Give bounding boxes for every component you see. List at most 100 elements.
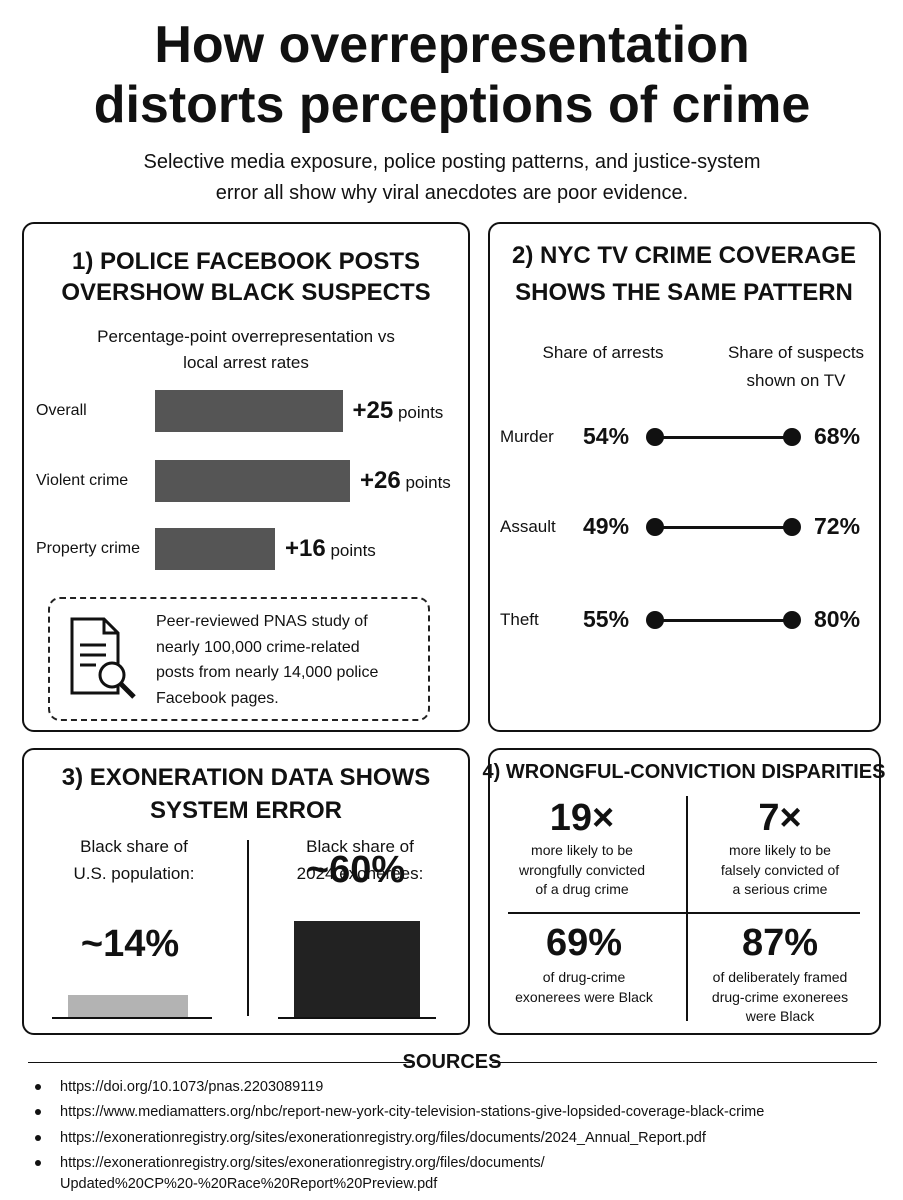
panel-subtitle: local arrest rates: [183, 352, 309, 372]
value-unit: points: [325, 541, 376, 560]
figure-caption: exonerees were Black: [515, 988, 653, 1005]
panel-title: SYSTEM ERROR: [149, 797, 343, 824]
divider: [686, 796, 688, 1021]
document-icon: [70, 617, 136, 699]
figure: 87%: [741, 922, 819, 964]
figure: 69%: [545, 922, 623, 964]
source-link: https://www.mediamatters.org/nbc/report-…: [60, 1103, 765, 1120]
source-link: https://doi.org/10.1073/pnas.2203089119: [60, 1078, 324, 1095]
value-number: +16: [285, 535, 326, 562]
title: How overrepresentation: [154, 16, 750, 74]
value-label: ~14%: [80, 922, 180, 965]
value-label: 72%: [814, 513, 861, 539]
category-label: Murder: [500, 427, 554, 446]
category-label: Overall: [36, 402, 87, 419]
bar: [68, 994, 188, 1017]
note-frame: [48, 597, 430, 721]
bullet: [35, 1160, 41, 1166]
column-header: Share of suspects: [727, 342, 865, 362]
dot: [783, 518, 801, 536]
value-label: 49%: [583, 513, 630, 539]
value-number: +25: [352, 397, 394, 424]
bar: [294, 921, 420, 1017]
divider: [508, 912, 860, 914]
source-link: Updated%20CP%20-%20Race%20Report%20Previ…: [60, 1175, 438, 1192]
bullet: [35, 1109, 41, 1115]
figure-caption: were Black: [745, 1008, 815, 1024]
value-label: +25 points: [353, 399, 444, 423]
item-label: 2024 exonerees:: [296, 863, 424, 883]
panel-frame: [488, 748, 881, 1035]
column-header: Share of arrests: [542, 342, 664, 362]
panel-title: 2) NYC TV CRIME COVERAGE: [511, 242, 857, 269]
bar: [155, 460, 350, 502]
category-label: Violent crime: [36, 472, 129, 489]
value-label: 68%: [814, 423, 861, 449]
item-label: Black share of: [306, 836, 414, 856]
dot: [783, 428, 801, 446]
note-text: nearly 100,000 crime-related: [156, 638, 360, 656]
figure-caption: of a drug crime: [535, 881, 629, 897]
panel-subtitle: Percentage-point overrepresentation vs: [97, 326, 395, 346]
dot: [646, 428, 664, 446]
baseline: [52, 1017, 212, 1019]
divider: [492, 1062, 877, 1063]
value-label: 80%: [814, 606, 861, 632]
panel-title: OVERSHOW BLACK SUSPECTS: [61, 279, 431, 306]
sources-title: SOURCES: [402, 1051, 502, 1073]
category-label: Theft: [500, 610, 539, 629]
note-text: Peer-reviewed PNAS study of: [156, 613, 368, 630]
value-label: +16 points: [285, 537, 376, 561]
figure-caption: more likely to be: [531, 842, 633, 858]
panel-title: 3) EXONERATION DATA SHOWS: [61, 764, 431, 791]
figure-caption: a serious crime: [732, 881, 828, 897]
bar: [155, 390, 343, 432]
subtitle: error all show why viral anecdotes are p…: [215, 182, 689, 204]
value-label: 55%: [583, 606, 630, 632]
item-label: U.S. population:: [73, 863, 195, 883]
value-label: +26 points: [360, 469, 451, 493]
value-unit: points: [393, 403, 444, 422]
dot: [783, 611, 801, 629]
dot: [646, 611, 664, 629]
bullet: [35, 1135, 41, 1141]
connector: [655, 435, 792, 439]
panel-title: 1) POLICE FACEBOOK POSTS: [71, 248, 421, 275]
connector: [655, 525, 792, 529]
figure-caption: more likely to be: [729, 842, 831, 858]
column-header: shown on TV: [746, 370, 846, 390]
divider: [247, 840, 249, 1016]
bar: [155, 528, 275, 570]
value-label: ~60%: [306, 849, 406, 891]
title: distorts perceptions of crime: [93, 76, 811, 134]
dot: [646, 518, 664, 536]
panel-frame: [22, 748, 470, 1035]
subtitle: Selective media exposure, police posting…: [143, 151, 761, 173]
connector: [655, 618, 792, 622]
figure-caption: of drug-crime: [542, 969, 626, 985]
category-label: Property crime: [36, 540, 141, 557]
baseline: [278, 1017, 436, 1019]
value-number: +26: [360, 467, 401, 494]
figure-caption: wrongfully convicted: [518, 861, 646, 878]
note-text: Facebook pages.: [156, 689, 279, 707]
divider: [28, 1062, 413, 1063]
figure: 19×: [549, 797, 615, 839]
category-label: Assault: [500, 517, 556, 536]
figure: 7×: [758, 797, 802, 839]
panel-title: SHOWS THE SAME PATTERN: [515, 279, 853, 306]
source-link: https://exonerationregistry.org/sites/ex…: [60, 1154, 545, 1171]
source-link: https://exonerationregistry.org/sites/ex…: [60, 1129, 706, 1146]
panel-title: 4) WRONGFUL-CONVICTION DISPARITIES: [482, 761, 886, 783]
panel-frame: [22, 222, 470, 732]
bullet: [35, 1084, 41, 1090]
note-text: posts from nearly 14,000 police: [156, 664, 379, 681]
value-label: 54%: [583, 423, 630, 449]
panel-frame: [488, 222, 881, 732]
figure-caption: of deliberately framed: [712, 969, 848, 985]
item-label: Black share of: [80, 836, 188, 856]
figure-caption: drug-crime exonerees: [711, 988, 849, 1005]
figure-caption: falsely convicted of: [720, 861, 840, 878]
value-unit: points: [400, 473, 451, 492]
